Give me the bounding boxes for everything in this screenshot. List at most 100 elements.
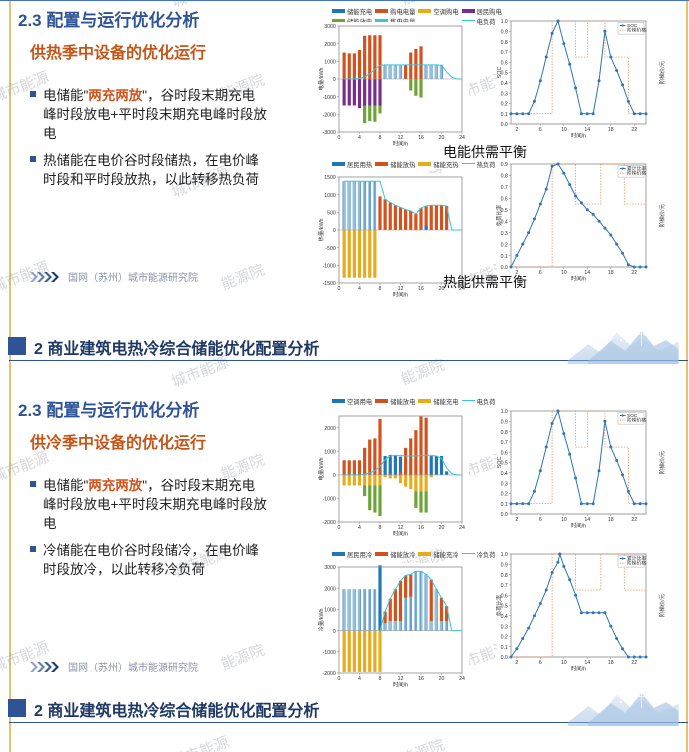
svg-text:0.7: 0.7 — [501, 185, 508, 191]
svg-text:负荷比率: 负荷比率 — [495, 204, 503, 226]
svg-text:2: 2 — [515, 660, 518, 666]
svg-text:0.8: 0.8 — [501, 40, 508, 46]
svg-text:电量/kWh: 电量/kWh — [317, 457, 325, 480]
svg-text:0.2: 0.2 — [501, 242, 508, 248]
svg-text:14: 14 — [584, 660, 590, 666]
svg-text:16: 16 — [418, 135, 424, 141]
svg-text:500: 500 — [327, 211, 336, 217]
svg-text:-500: -500 — [325, 246, 335, 252]
svg-text:电量/kWh: 电量/kWh — [317, 67, 325, 90]
svg-text:阶梯价格: 阶梯价格 — [627, 27, 646, 34]
svg-text:4: 4 — [358, 676, 361, 682]
svg-text:0: 0 — [338, 135, 341, 141]
svg-text:负荷比率: 负荷比率 — [495, 594, 503, 616]
svg-text:0.9: 0.9 — [501, 162, 508, 168]
svg-text:4: 4 — [358, 135, 361, 141]
svg-text:1.0: 1.0 — [501, 19, 508, 25]
svg-text:0.2: 0.2 — [501, 635, 508, 641]
svg-text:阶梯价格: 阶梯价格 — [627, 560, 646, 567]
svg-text:-1000: -1000 — [323, 264, 336, 270]
svg-text:24: 24 — [459, 525, 465, 531]
svg-text:0.1: 0.1 — [501, 112, 508, 118]
svg-text:0.1: 0.1 — [501, 645, 508, 651]
svg-text:4: 4 — [358, 525, 361, 531]
svg-text:0.1: 0.1 — [501, 502, 508, 508]
svg-text:2000: 2000 — [324, 426, 336, 432]
svg-text:0.6: 0.6 — [501, 197, 508, 203]
svg-text:2000: 2000 — [324, 586, 336, 592]
svg-text:-2000: -2000 — [323, 113, 336, 119]
svg-text:0.9: 0.9 — [501, 420, 508, 426]
svg-text:SOC: SOC — [497, 67, 503, 79]
svg-text:0: 0 — [338, 676, 341, 682]
svg-text:12: 12 — [398, 135, 404, 141]
svg-text:1.0: 1.0 — [501, 552, 508, 558]
svg-text:时间/h: 时间/h — [393, 681, 408, 689]
svg-text:10: 10 — [561, 517, 567, 523]
svg-text:24: 24 — [459, 135, 465, 141]
svg-text:1.0: 1.0 — [501, 409, 508, 415]
svg-text:-2000: -2000 — [323, 520, 336, 526]
svg-text:10: 10 — [561, 127, 567, 133]
svg-text:0.4: 0.4 — [501, 471, 508, 477]
svg-text:1500: 1500 — [324, 175, 336, 181]
svg-text:14: 14 — [584, 517, 590, 523]
svg-text:0.9: 0.9 — [501, 563, 508, 569]
svg-text:20: 20 — [439, 135, 445, 141]
svg-text:20: 20 — [439, 525, 445, 531]
svg-text:时间/h: 时间/h — [571, 665, 586, 673]
svg-text:8: 8 — [379, 525, 382, 531]
svg-text:阶梯价/元: 阶梯价/元 — [658, 593, 666, 617]
svg-text:0.6: 0.6 — [501, 450, 508, 456]
svg-text:18: 18 — [608, 127, 614, 133]
svg-text:0.9: 0.9 — [501, 30, 508, 36]
svg-text:0: 0 — [333, 77, 336, 83]
svg-text:0.3: 0.3 — [501, 481, 508, 487]
svg-text:0.0: 0.0 — [501, 655, 508, 661]
svg-text:0.2: 0.2 — [501, 492, 508, 498]
svg-text:20: 20 — [439, 676, 445, 682]
svg-text:热量/kWh: 热量/kWh — [317, 218, 325, 241]
svg-text:0: 0 — [338, 286, 341, 292]
svg-text:0.0: 0.0 — [501, 265, 508, 271]
svg-text:-1000: -1000 — [323, 497, 336, 503]
svg-text:12: 12 — [398, 676, 404, 682]
svg-text:22: 22 — [631, 127, 637, 133]
svg-text:0.8: 0.8 — [501, 174, 508, 180]
svg-text:0.2: 0.2 — [501, 102, 508, 108]
svg-text:18: 18 — [608, 660, 614, 666]
svg-text:22: 22 — [631, 517, 637, 523]
svg-text:14: 14 — [584, 127, 590, 133]
svg-text:0: 0 — [333, 473, 336, 479]
svg-text:阶梯价格: 阶梯价格 — [627, 417, 646, 424]
svg-text:0.3: 0.3 — [501, 624, 508, 630]
svg-text:6: 6 — [539, 660, 542, 666]
svg-text:0.1: 0.1 — [501, 254, 508, 260]
svg-text:24: 24 — [459, 676, 465, 682]
svg-text:SOC: SOC — [497, 457, 503, 469]
svg-text:16: 16 — [418, 676, 424, 682]
svg-text:0: 0 — [333, 228, 336, 234]
svg-text:冷量/kWh: 冷量/kWh — [317, 608, 325, 631]
svg-text:0.8: 0.8 — [501, 430, 508, 436]
svg-text:22: 22 — [631, 270, 637, 276]
svg-text:22: 22 — [631, 660, 637, 666]
svg-text:2: 2 — [515, 517, 518, 523]
svg-text:-1000: -1000 — [323, 95, 336, 101]
svg-text:-1000: -1000 — [323, 650, 336, 656]
svg-text:8: 8 — [379, 135, 382, 141]
svg-text:-2000: -2000 — [323, 671, 336, 677]
svg-text:3000: 3000 — [324, 24, 336, 30]
svg-text:-1500: -1500 — [323, 281, 336, 287]
svg-text:0.0: 0.0 — [501, 122, 508, 128]
svg-text:10: 10 — [561, 660, 567, 666]
svg-text:0: 0 — [338, 525, 341, 531]
svg-text:0.7: 0.7 — [501, 583, 508, 589]
svg-text:0.6: 0.6 — [501, 60, 508, 66]
svg-text:0.7: 0.7 — [501, 50, 508, 56]
svg-text:阶梯价/元: 阶梯价/元 — [658, 450, 666, 474]
svg-text:1000: 1000 — [324, 608, 336, 614]
svg-text:1000: 1000 — [324, 450, 336, 456]
svg-text:阶梯价/元: 阶梯价/元 — [658, 203, 666, 227]
svg-text:0: 0 — [333, 629, 336, 635]
